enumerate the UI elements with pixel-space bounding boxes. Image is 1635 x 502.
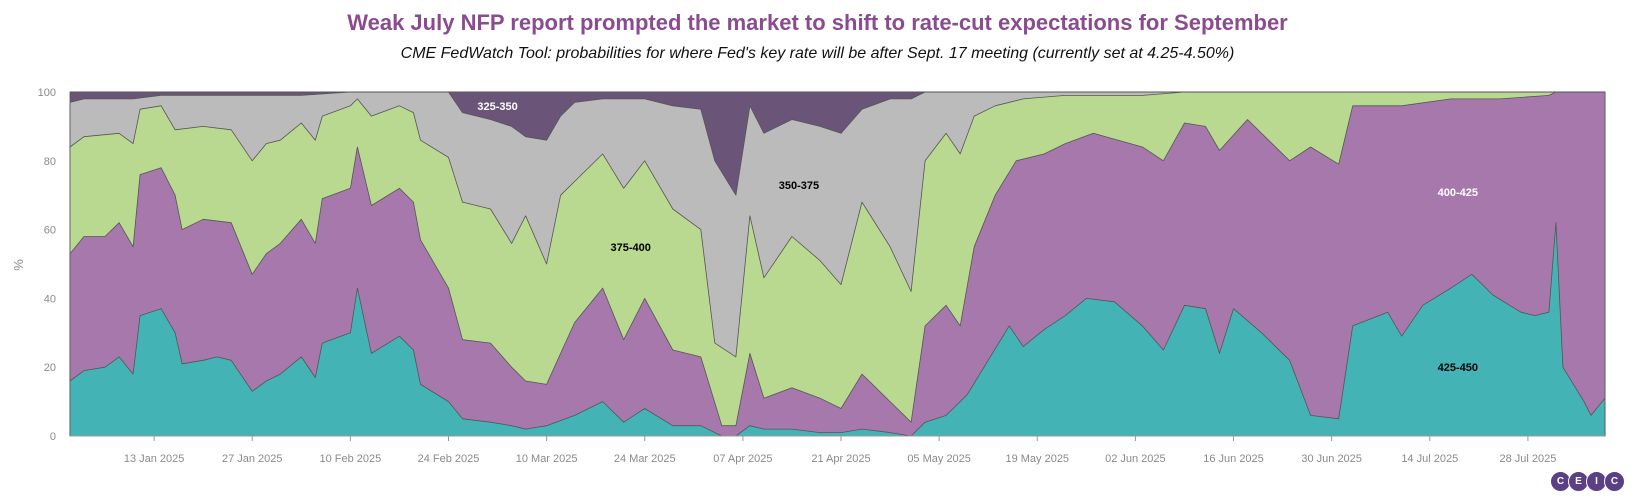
x-tick-label: 07 Apr 2025 — [713, 453, 772, 465]
series-label-375-400: 375-400 — [611, 242, 651, 254]
x-tick-label: 24 Feb 2025 — [418, 453, 480, 465]
x-tick-label: 10 Mar 2025 — [516, 453, 578, 465]
x-axis: 13 Jan 2025 27 Jan 2025 10 Feb 2025 24 Feb … — [70, 435, 1605, 465]
y-tick-label: 40 — [44, 293, 56, 305]
y-tick-label: 0 — [50, 431, 56, 443]
series-label-350-375: 350-375 — [779, 180, 819, 192]
y-axis-label: % — [11, 259, 26, 271]
logo-letter: C — [1604, 471, 1625, 492]
x-tick-label: 02 Jun 2025 — [1105, 453, 1166, 465]
x-tick-label: 24 Mar 2025 — [614, 453, 676, 465]
series-areas — [69, 91, 1606, 437]
y-axis: 0 20 40 60 80 100 — [38, 87, 56, 443]
x-tick-label: 27 Jan 2025 — [222, 453, 283, 465]
series-label-400-425: 400-425 — [1438, 187, 1478, 199]
series-label-325-350: 325-350 — [477, 101, 517, 113]
series-label-425-450: 425-450 — [1438, 362, 1478, 374]
x-tick-label: 14 Jul 2025 — [1401, 453, 1458, 465]
x-tick-label: 21 Apr 2025 — [811, 453, 870, 465]
area-series-425-450 — [69, 222, 1606, 437]
y-tick-label: 100 — [38, 87, 56, 99]
x-tick-label: 05 May 2025 — [907, 453, 971, 465]
x-tick-label: 16 Jun 2025 — [1203, 453, 1264, 465]
x-tick-label: 10 Feb 2025 — [319, 453, 381, 465]
chart-title: Weak July NFP report prompted the market… — [347, 10, 1288, 35]
stacked-area-chart: 13 Jan 2025 27 Jan 2025 10 Feb 2025 24 Feb … — [11, 87, 1606, 465]
chart-subtitle: CME FedWatch Tool: probabilities for whe… — [400, 45, 1235, 62]
y-tick-label: 20 — [44, 362, 56, 374]
x-tick-label: 19 May 2025 — [1005, 453, 1069, 465]
logo-letter: E — [1568, 471, 1589, 492]
x-tick-label: 28 Jul 2025 — [1499, 453, 1556, 465]
series-labels: 425-450 400-425 375-400 350-375 325-350 — [477, 101, 1478, 374]
x-tick-label: 30 Jun 2025 — [1301, 453, 1362, 465]
y-tick-label: 80 — [44, 156, 56, 168]
y-tick-label: 60 — [44, 225, 56, 237]
x-tick-label: 13 Jan 2025 — [124, 453, 185, 465]
